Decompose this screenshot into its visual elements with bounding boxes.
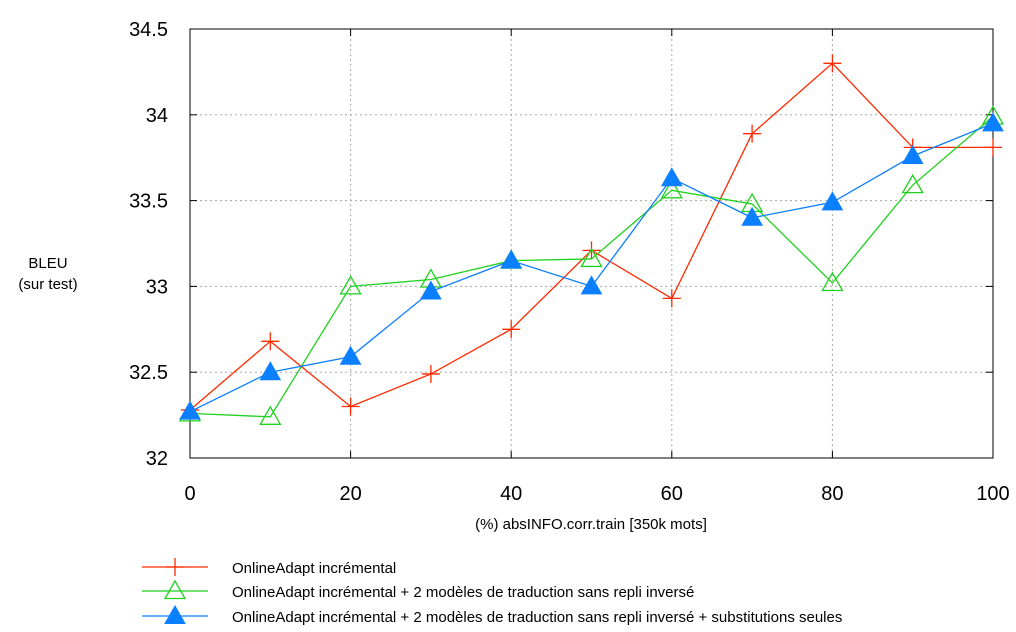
x-tick-label: 20 <box>339 483 361 505</box>
legend-item: OnlineAdapt incrémental + 2 modèles de t… <box>142 581 694 601</box>
legend-label: OnlineAdapt incrémental <box>232 560 396 577</box>
legend-marker <box>166 558 184 576</box>
legend-label: OnlineAdapt incrémental + 2 modèles de t… <box>232 584 694 601</box>
legend-marker <box>165 581 185 599</box>
x-tick-label: 40 <box>500 483 522 505</box>
data-point <box>422 365 440 383</box>
legend-label: OnlineAdapt incrémental + 2 modèles de t… <box>232 609 842 626</box>
y-tick-label: 34.5 <box>129 19 168 41</box>
y-tick-label: 33.5 <box>129 191 168 213</box>
y-tick-label: 34 <box>146 105 168 127</box>
x-tick-label: 0 <box>184 483 195 505</box>
y-axis-label-line2: (sur test) <box>18 276 77 293</box>
y-tick-label: 32 <box>146 448 168 470</box>
series-line <box>190 123 993 411</box>
data-point <box>342 398 360 416</box>
x-axis-label: (%) absINFO.corr.train [350k mots] <box>475 516 707 533</box>
data-point <box>501 251 521 269</box>
data-point <box>984 138 1002 156</box>
legend-item: OnlineAdapt incrémental + 2 modèles de t… <box>142 606 842 626</box>
legend-item: OnlineAdapt incrémental <box>142 558 396 577</box>
data-point <box>261 332 279 350</box>
x-tick-label: 80 <box>821 483 843 505</box>
series-line <box>190 63 993 410</box>
series-2 <box>180 107 1003 425</box>
data-point <box>260 407 280 425</box>
data-point <box>421 282 441 300</box>
data-point <box>663 289 681 307</box>
series-1 <box>181 54 1002 419</box>
y-tick-label: 33 <box>146 276 168 298</box>
data-point <box>903 146 923 164</box>
data-point <box>341 347 361 365</box>
legend: OnlineAdapt incrémental OnlineAdapt incré… <box>142 558 842 626</box>
series-layer <box>180 54 1003 424</box>
y-tick-label: 32.5 <box>129 362 168 384</box>
data-point <box>662 168 682 186</box>
x-tick-label: 100 <box>976 483 1009 505</box>
x-tick-label: 60 <box>661 483 683 505</box>
data-point <box>903 175 923 193</box>
legend-marker <box>165 606 185 624</box>
y-axis-label-line1: BLEU <box>28 255 67 272</box>
data-point <box>582 276 602 294</box>
